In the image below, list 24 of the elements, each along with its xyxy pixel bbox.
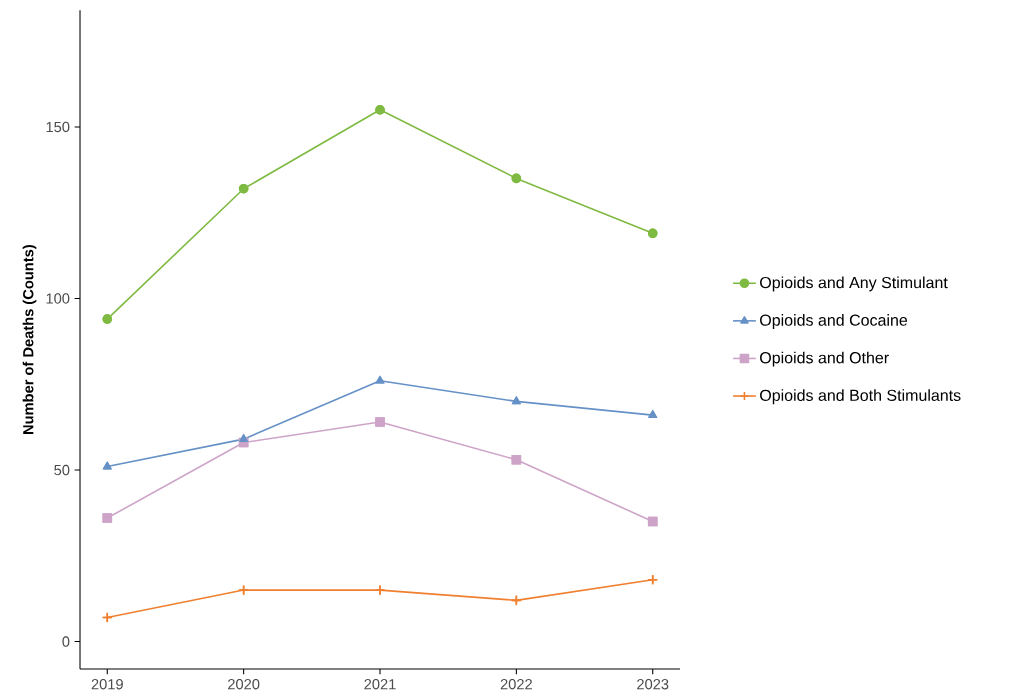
point [375, 417, 385, 427]
point [102, 314, 113, 324]
y-tick-label: 150 [46, 121, 70, 133]
x-tick-label: 2020 [228, 679, 260, 690]
point [511, 454, 522, 465]
point [647, 228, 658, 239]
legend-label: Opioids and Both Stimulants [760, 389, 961, 405]
y-tick-label: 50 [54, 464, 70, 476]
point [375, 376, 385, 384]
x-tick-label: 2023 [637, 679, 669, 690]
legend-label: Opioids and Any Stimulant [760, 276, 948, 292]
legend-label: Opioids and Other [760, 351, 889, 367]
x-tick-label: 2021 [364, 679, 396, 690]
point [375, 105, 385, 115]
y-tick-label: 100 [46, 293, 70, 304]
y-tick-label: 0 [62, 636, 70, 647]
y-axis-title: Number of Deaths (Counts) [22, 245, 37, 435]
point [647, 516, 658, 527]
x-tick-label: 2019 [91, 679, 123, 690]
legend-label: Opioids and Cocaine [760, 314, 908, 329]
point [238, 183, 249, 194]
point [511, 173, 522, 184]
x-tick-label: 2022 [500, 679, 532, 690]
point [102, 513, 113, 523]
